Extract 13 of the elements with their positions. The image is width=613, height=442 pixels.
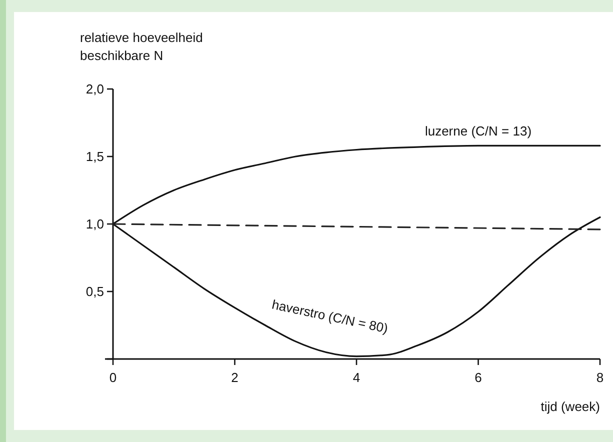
y-tick-label: 1,0 [86,216,104,232]
x-tick-label: 0 [109,370,117,385]
series-label: luzerne (C/N = 13) [424,124,532,139]
y-tick-label: 1,5 [86,149,104,164]
text: haverstro (C/N = 80) [270,296,390,336]
x-tick-label: 2 [231,370,238,385]
x-tick-label: 8 [596,370,604,385]
x-tick-label: 4 [352,370,360,385]
y-axis-title: relatieve hoeveelheid beschikbare N [80,30,203,63]
y-tick-label: 0,5 [86,284,104,300]
x-axis-title: tijd (week) [540,399,600,414]
x-tick-label: 6 [474,370,482,385]
y-tick-label: 2,0 [86,82,104,97]
